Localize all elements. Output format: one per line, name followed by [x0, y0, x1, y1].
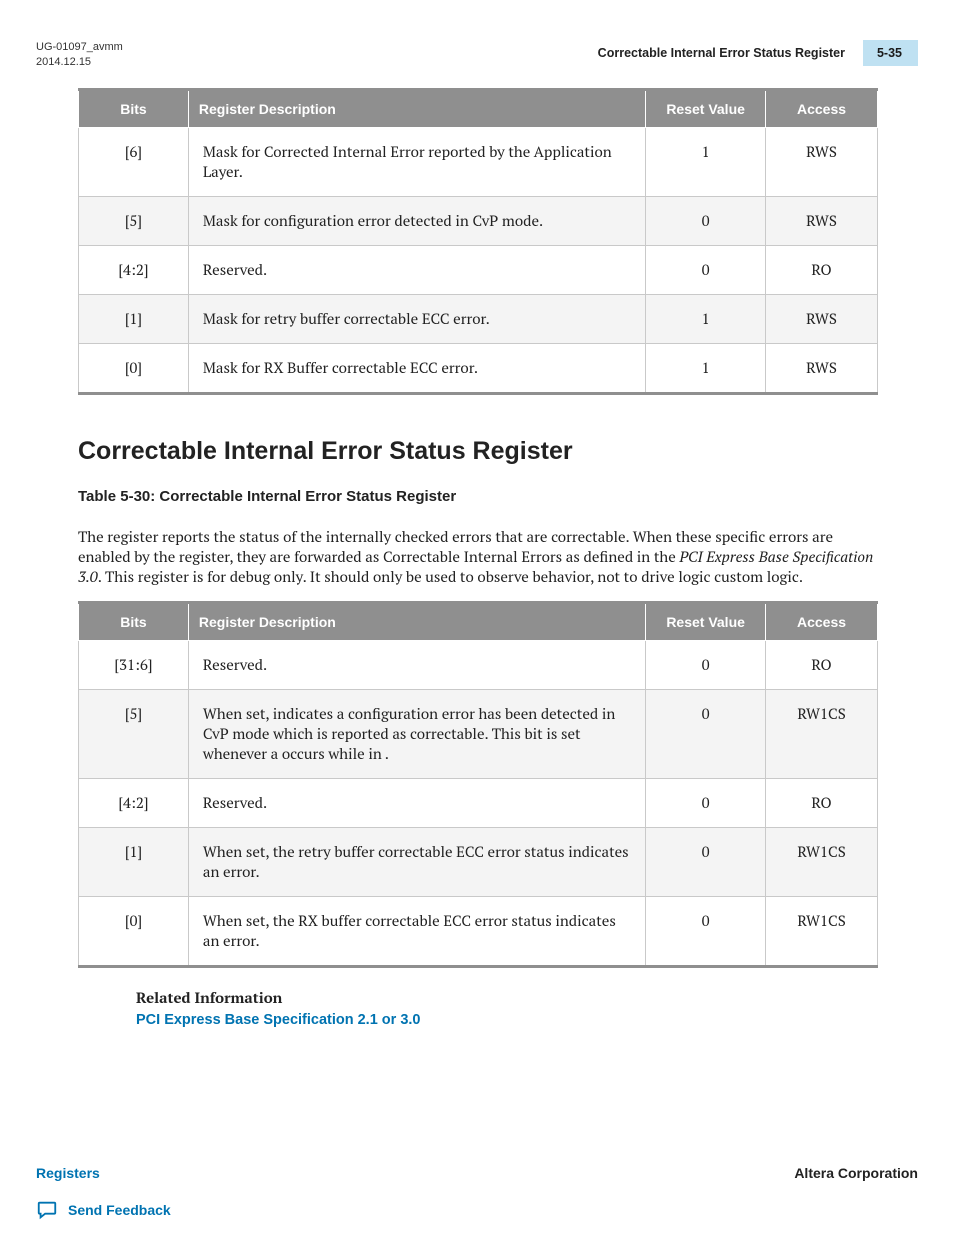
header-title: Correctable Internal Error Status Regist…	[598, 46, 845, 60]
table-row: [31:6] Reserved. 0 RO	[79, 641, 878, 690]
para-text: The	[78, 527, 107, 547]
cell-access: RO	[766, 641, 878, 690]
cell-desc: Mask for configuration error detected in…	[188, 196, 645, 245]
col-access: Access	[766, 603, 878, 641]
cell-bits: [5]	[79, 690, 189, 779]
table-row: [1] When set, the retry buffer correctab…	[79, 828, 878, 897]
header-right: Correctable Internal Error Status Regist…	[598, 40, 918, 66]
cell-bits: [31:6]	[79, 641, 189, 690]
table-row: [4:2] Reserved. 0 RO	[79, 779, 878, 828]
table-row: [5] When set, indicates a configuration …	[79, 690, 878, 779]
cell-bits: [6]	[79, 127, 189, 196]
speech-bubble-icon	[36, 1199, 58, 1221]
cell-bits: [4:2]	[79, 245, 189, 294]
mask-register-table: Bits Register Description Reset Value Ac…	[78, 88, 878, 395]
cell-desc: Reserved.	[188, 779, 645, 828]
send-feedback-link[interactable]: Send Feedback	[36, 1199, 171, 1221]
cell-desc: Reserved.	[188, 641, 645, 690]
cell-access: RO	[766, 245, 878, 294]
table-row: [1] Mask for retry buffer correctable EC…	[79, 294, 878, 343]
cell-reset: 1	[646, 294, 766, 343]
send-feedback-label: Send Feedback	[68, 1202, 171, 1218]
page-number-badge: 5-35	[863, 40, 918, 66]
status-register-table: Bits Register Description Reset Value Ac…	[78, 601, 878, 968]
cell-bits: [4:2]	[79, 779, 189, 828]
col-desc: Register Description	[188, 89, 645, 127]
section-heading: Correctable Internal Error Status Regist…	[78, 437, 918, 466]
page-footer: Registers Altera Corporation	[36, 1165, 918, 1181]
cell-reset: 0	[646, 641, 766, 690]
cell-access: RWS	[766, 127, 878, 196]
col-bits: Bits	[79, 89, 189, 127]
cell-bits: [0]	[79, 897, 189, 967]
cell-desc: When set, indicates a configuration erro…	[188, 690, 645, 779]
cell-bits: [0]	[79, 343, 189, 393]
cell-desc: Mask for Corrected Internal Error report…	[188, 127, 645, 196]
cell-access: RWS	[766, 294, 878, 343]
cell-reset: 0	[646, 897, 766, 967]
cell-reset: 0	[646, 779, 766, 828]
table-header-row: Bits Register Description Reset Value Ac…	[79, 89, 878, 127]
cell-desc: Mask for RX Buffer correctable ECC error…	[188, 343, 645, 393]
cell-reset: 0	[646, 690, 766, 779]
table-header-row: Bits Register Description Reset Value Ac…	[79, 603, 878, 641]
table-row: [0] When set, the RX buffer correctable …	[79, 897, 878, 967]
cell-reset: 0	[646, 245, 766, 294]
cell-desc: When set, the RX buffer correctable ECC …	[188, 897, 645, 967]
cell-access: RW1CS	[766, 828, 878, 897]
para-text: . This register is for debug only. It sh…	[98, 567, 803, 587]
footer-company: Altera Corporation	[794, 1165, 918, 1181]
col-access: Access	[766, 89, 878, 127]
table-row: [5] Mask for configuration error detecte…	[79, 196, 878, 245]
para-text: register, they are forwarded as Correcta…	[179, 547, 680, 567]
cell-desc: Reserved.	[188, 245, 645, 294]
cell-access: RO	[766, 779, 878, 828]
cell-access: RWS	[766, 196, 878, 245]
doc-date: 2014.12.15	[36, 55, 123, 70]
cell-desc: When set, the retry buffer correctable E…	[188, 828, 645, 897]
related-label: Related Information	[136, 988, 918, 1008]
cell-access: RW1CS	[766, 897, 878, 967]
cell-access: RW1CS	[766, 690, 878, 779]
table-caption: Table 5-30: Correctable Internal Error S…	[78, 488, 918, 505]
cell-access: RWS	[766, 343, 878, 393]
cell-reset: 0	[646, 196, 766, 245]
cell-bits: [1]	[79, 828, 189, 897]
section-paragraph: The register reports the status of the i…	[78, 527, 876, 588]
cell-desc: Mask for retry buffer correctable ECC er…	[188, 294, 645, 343]
cell-bits: [1]	[79, 294, 189, 343]
doc-id: UG-01097_avmm	[36, 40, 123, 55]
col-bits: Bits	[79, 603, 189, 641]
table-row: [6] Mask for Corrected Internal Error re…	[79, 127, 878, 196]
footer-chapter-link[interactable]: Registers	[36, 1165, 100, 1181]
related-link[interactable]: PCI Express Base Specification 2.1 or 3.…	[136, 1012, 421, 1028]
col-reset: Reset Value	[646, 89, 766, 127]
related-information: Related Information PCI Express Base Spe…	[136, 988, 918, 1029]
cell-bits: [5]	[79, 196, 189, 245]
cell-reset: 1	[646, 127, 766, 196]
table-row: [4:2] Reserved. 0 RO	[79, 245, 878, 294]
page-header: UG-01097_avmm 2014.12.15 Correctable Int…	[36, 40, 918, 70]
cell-reset: 1	[646, 343, 766, 393]
col-reset: Reset Value	[646, 603, 766, 641]
table-row: [0] Mask for RX Buffer correctable ECC e…	[79, 343, 878, 393]
cell-reset: 0	[646, 828, 766, 897]
col-desc: Register Description	[188, 603, 645, 641]
doc-meta: UG-01097_avmm 2014.12.15	[36, 40, 123, 70]
